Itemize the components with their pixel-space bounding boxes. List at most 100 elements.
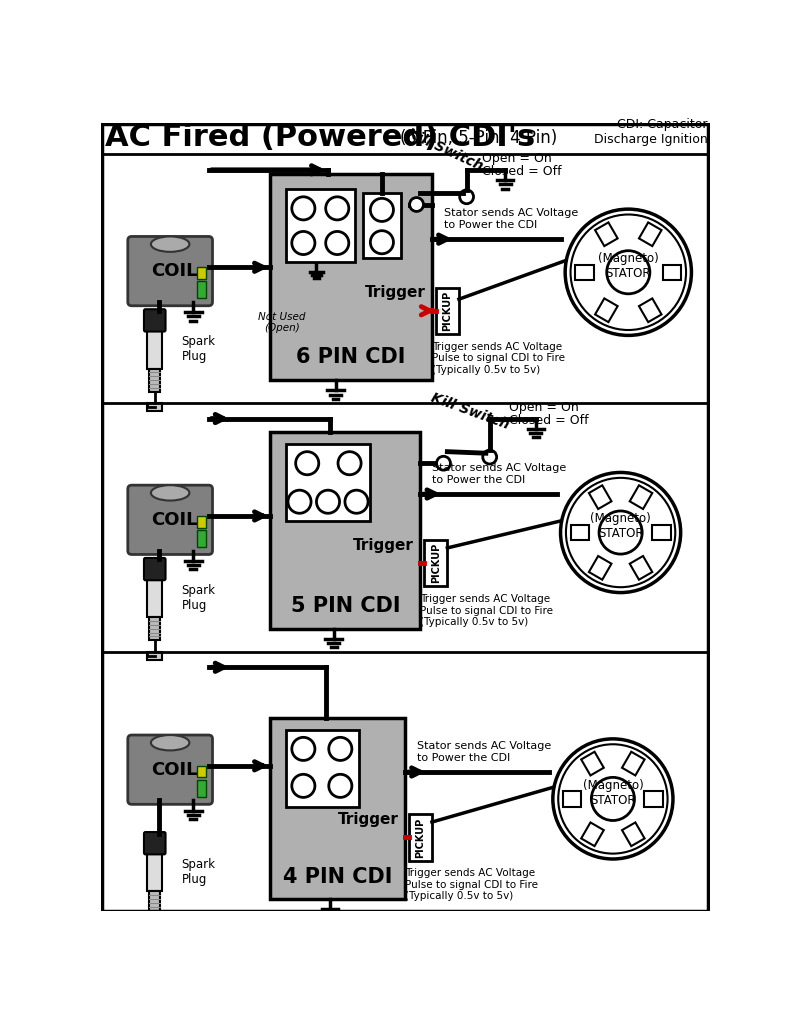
Text: COIL: COIL xyxy=(151,761,197,778)
Circle shape xyxy=(329,774,352,798)
Ellipse shape xyxy=(151,237,189,252)
Text: PICKUP: PICKUP xyxy=(442,291,452,331)
Circle shape xyxy=(370,230,393,254)
Text: Open = On: Open = On xyxy=(482,152,552,165)
FancyBboxPatch shape xyxy=(575,264,594,280)
FancyBboxPatch shape xyxy=(144,309,165,332)
Bar xyxy=(409,814,432,860)
Text: (Magneto)
STATOR: (Magneto) STATOR xyxy=(582,779,643,807)
Text: COIL: COIL xyxy=(151,511,197,528)
FancyBboxPatch shape xyxy=(128,237,213,306)
FancyBboxPatch shape xyxy=(630,556,653,580)
Circle shape xyxy=(483,451,497,464)
Circle shape xyxy=(329,737,352,761)
Circle shape xyxy=(316,490,339,513)
FancyBboxPatch shape xyxy=(663,264,681,280)
Circle shape xyxy=(460,189,474,204)
FancyBboxPatch shape xyxy=(595,298,618,323)
FancyBboxPatch shape xyxy=(639,298,661,323)
Circle shape xyxy=(558,744,668,854)
Text: Spark
Plug: Spark Plug xyxy=(182,858,216,886)
Text: Spark
Plug: Spark Plug xyxy=(182,335,216,364)
Bar xyxy=(286,730,359,807)
Circle shape xyxy=(599,511,642,554)
FancyBboxPatch shape xyxy=(144,833,165,854)
Ellipse shape xyxy=(151,485,189,501)
FancyBboxPatch shape xyxy=(563,792,581,807)
Bar xyxy=(197,282,206,298)
Bar xyxy=(436,288,459,334)
Bar xyxy=(147,853,162,891)
Bar xyxy=(197,779,206,797)
Circle shape xyxy=(292,774,315,798)
Text: Stator sends AC Voltage
to Power the CDI: Stator sends AC Voltage to Power the CDI xyxy=(444,208,577,230)
Text: Trigger: Trigger xyxy=(354,538,414,553)
Text: 4 PIN CDI: 4 PIN CDI xyxy=(283,867,392,888)
Circle shape xyxy=(292,231,315,255)
FancyBboxPatch shape xyxy=(128,735,213,804)
Circle shape xyxy=(437,457,450,470)
Text: (6-Pin, 5-Pin, 4 Pin): (6-Pin, 5-Pin, 4 Pin) xyxy=(399,129,557,147)
Text: 6 PIN CDI: 6 PIN CDI xyxy=(297,347,406,367)
Bar xyxy=(149,369,160,391)
Bar xyxy=(149,617,160,640)
Circle shape xyxy=(410,198,423,211)
Circle shape xyxy=(326,231,349,255)
Circle shape xyxy=(592,777,634,820)
Bar xyxy=(147,652,162,659)
Circle shape xyxy=(566,478,676,587)
Text: Kill Switch: Kill Switch xyxy=(405,126,486,174)
Text: Spark
Plug: Spark Plug xyxy=(182,584,216,612)
Circle shape xyxy=(553,739,673,859)
Bar xyxy=(271,174,432,380)
Bar xyxy=(286,189,355,262)
FancyBboxPatch shape xyxy=(581,822,604,846)
FancyBboxPatch shape xyxy=(652,525,671,541)
Text: Closed = Off: Closed = Off xyxy=(482,165,562,178)
Text: Trigger: Trigger xyxy=(338,812,399,826)
Text: 5 PIN CDI: 5 PIN CDI xyxy=(290,596,400,615)
Bar xyxy=(271,718,405,899)
Circle shape xyxy=(607,251,650,294)
Bar xyxy=(362,193,401,258)
Circle shape xyxy=(570,214,686,330)
Circle shape xyxy=(345,490,368,513)
FancyBboxPatch shape xyxy=(595,222,618,246)
Text: Trigger sends AC Voltage
Pulse to signal CDI to Fire
(Typically 0.5v to 5v): Trigger sends AC Voltage Pulse to signal… xyxy=(432,342,565,375)
Circle shape xyxy=(292,197,315,220)
Circle shape xyxy=(565,209,691,336)
Bar xyxy=(147,330,162,369)
Text: Trigger sends AC Voltage
Pulse to signal CDI to Fire
(Typically 0.5v to 5v): Trigger sends AC Voltage Pulse to signal… xyxy=(420,594,554,628)
Text: Open = On: Open = On xyxy=(509,400,579,414)
Text: Stator sends AC Voltage
to Power the CDI: Stator sends AC Voltage to Power the CDI xyxy=(417,741,551,763)
Bar xyxy=(197,766,206,777)
Circle shape xyxy=(338,452,361,475)
Text: PICKUP: PICKUP xyxy=(431,543,441,584)
FancyBboxPatch shape xyxy=(589,556,611,580)
Circle shape xyxy=(370,199,393,221)
Text: Kill Switch: Kill Switch xyxy=(430,391,512,432)
Text: AC Fired (Powered) CDI's: AC Fired (Powered) CDI's xyxy=(104,123,535,152)
Text: Stator sends AC Voltage
to Power the CDI: Stator sends AC Voltage to Power the CDI xyxy=(432,463,566,484)
Circle shape xyxy=(288,490,311,513)
Text: COIL: COIL xyxy=(151,262,197,281)
Bar xyxy=(149,891,160,914)
FancyBboxPatch shape xyxy=(581,752,604,775)
FancyBboxPatch shape xyxy=(128,485,213,554)
Circle shape xyxy=(561,472,681,593)
FancyBboxPatch shape xyxy=(639,222,661,246)
FancyBboxPatch shape xyxy=(570,525,589,541)
FancyBboxPatch shape xyxy=(622,822,645,846)
Bar xyxy=(197,267,206,279)
Circle shape xyxy=(326,197,349,220)
Text: Closed = Off: Closed = Off xyxy=(509,414,589,427)
FancyBboxPatch shape xyxy=(622,752,645,775)
FancyBboxPatch shape xyxy=(630,485,653,509)
Bar xyxy=(424,541,448,587)
Bar xyxy=(197,529,206,547)
FancyBboxPatch shape xyxy=(645,792,663,807)
Text: PICKUP: PICKUP xyxy=(415,817,426,857)
Ellipse shape xyxy=(151,735,189,751)
Bar xyxy=(271,432,420,629)
Text: (Magneto)
STATOR: (Magneto) STATOR xyxy=(590,512,651,541)
